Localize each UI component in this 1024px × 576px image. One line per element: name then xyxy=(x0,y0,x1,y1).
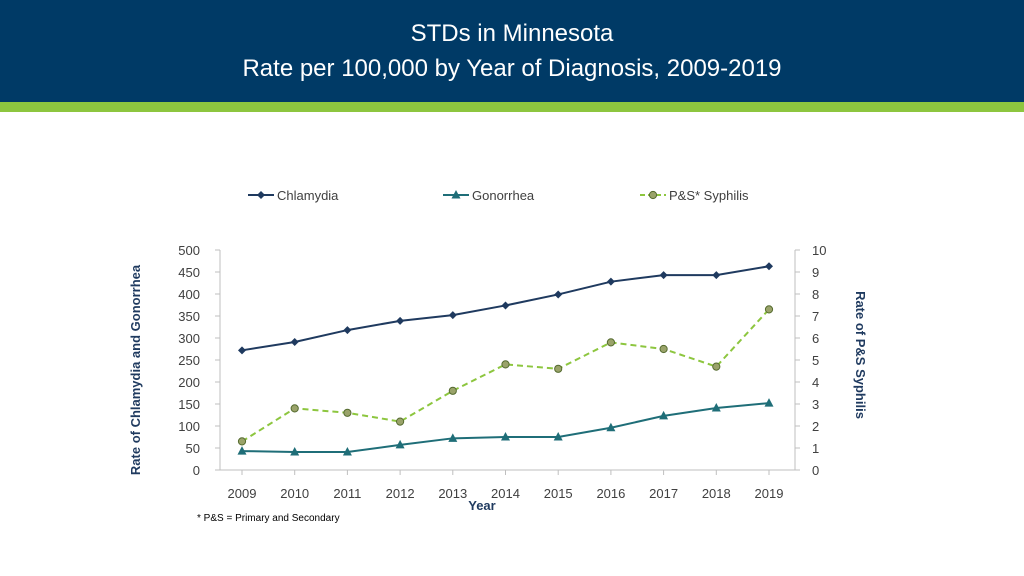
y-left-tick-label: 200 xyxy=(178,375,200,390)
y-right-tick-label: 8 xyxy=(812,287,819,302)
x-tick-label: 2015 xyxy=(544,486,573,501)
x-tick-label: 2012 xyxy=(386,486,415,501)
data-point-gonorrhea xyxy=(659,410,669,420)
y-right-tick-label: 9 xyxy=(812,265,819,280)
legend-label-gonorrhea: Gonorrhea xyxy=(472,188,535,203)
chart-footnote: * P&S = Primary and Secondary xyxy=(197,513,340,524)
data-point-p-s-syphilis xyxy=(290,404,299,413)
y-left-tick-label: 400 xyxy=(178,287,200,302)
data-point-gonorrhea xyxy=(711,402,721,412)
y-left-tick-label: 50 xyxy=(186,441,200,456)
x-tick-label: 2013 xyxy=(438,486,467,501)
y-left-tick-label: 0 xyxy=(193,463,200,478)
series-line-p-s-syphilis xyxy=(241,308,770,443)
y-axis-left-title: Rate of Chlamydia and Gonorrhea xyxy=(128,264,143,475)
y-right-tick-label: 0 xyxy=(812,463,819,478)
x-tick-label: 2019 xyxy=(755,486,784,501)
data-point-p-s-syphilis xyxy=(448,386,457,395)
x-tick-label: 2017 xyxy=(649,486,678,501)
y-left-tick-label: 250 xyxy=(178,353,200,368)
legend-label-p-s-syphilis: P&S* Syphilis xyxy=(669,188,749,203)
data-point-p-s-syphilis xyxy=(606,338,616,347)
y-right-tick-label: 6 xyxy=(812,331,819,346)
legend-marker-chlamydia xyxy=(257,191,265,199)
y-right-tick-label: 4 xyxy=(812,375,819,390)
data-point-gonorrhea xyxy=(553,432,563,441)
data-point-p-s-syphilis xyxy=(396,417,405,426)
series-line-gonorrhea xyxy=(241,402,770,453)
data-point-gonorrhea xyxy=(501,432,510,441)
y-right-tick-label: 5 xyxy=(812,353,819,368)
y-left-tick-label: 150 xyxy=(178,397,200,412)
y-right-tick-label: 7 xyxy=(812,309,819,324)
x-tick-label: 2018 xyxy=(702,486,731,501)
data-point-p-s-syphilis xyxy=(554,364,563,373)
data-point-chlamydia xyxy=(659,271,668,280)
y-right-tick-label: 3 xyxy=(812,397,819,412)
data-point-p-s-syphilis xyxy=(712,362,721,371)
legend-marker-gonorrhea xyxy=(451,190,461,199)
data-point-chlamydia xyxy=(290,337,299,346)
y-right-tick-label: 1 xyxy=(812,441,819,456)
x-axis-title: Year xyxy=(468,498,495,513)
data-point-chlamydia xyxy=(238,346,246,355)
x-tick-label: 2010 xyxy=(280,486,309,501)
data-point-chlamydia xyxy=(448,311,457,320)
x-tick-label: 2016 xyxy=(596,486,625,501)
y-axis-right-title: Rate of P&S Syphilis xyxy=(853,291,868,419)
data-point-chlamydia xyxy=(606,277,615,286)
data-point-chlamydia xyxy=(501,301,510,310)
y-left-tick-label: 450 xyxy=(178,265,200,280)
header-banner xyxy=(0,0,1024,102)
y-right-tick-label: 10 xyxy=(812,243,826,258)
x-tick-label: 2014 xyxy=(491,486,520,501)
data-point-gonorrhea xyxy=(764,398,774,407)
data-point-gonorrhea xyxy=(342,446,352,456)
data-point-gonorrhea xyxy=(290,446,300,456)
x-tick-label: 2009 xyxy=(228,486,257,501)
data-point-p-s-syphilis xyxy=(764,305,774,314)
legend-marker-p-s-syphilis xyxy=(648,190,658,200)
data-point-gonorrhea xyxy=(237,446,247,455)
page-title: STDs in Minnesota xyxy=(410,20,614,47)
data-point-p-s-syphilis xyxy=(343,408,352,417)
data-point-chlamydia xyxy=(554,290,563,299)
y-left-tick-label: 350 xyxy=(178,309,200,324)
data-point-chlamydia xyxy=(396,316,405,325)
y-right-tick-label: 2 xyxy=(812,419,819,434)
data-point-gonorrhea xyxy=(395,439,405,449)
y-left-tick-label: 100 xyxy=(178,419,200,434)
data-point-p-s-syphilis xyxy=(237,437,247,446)
data-point-chlamydia xyxy=(712,271,721,280)
page-subtitle: Rate per 100,000 by Year of Diagnosis, 2… xyxy=(242,55,782,82)
data-point-gonorrhea xyxy=(448,433,458,442)
legend-label-chlamydia: Chlamydia xyxy=(277,188,339,203)
header-stripe xyxy=(0,102,1024,112)
data-point-p-s-syphilis xyxy=(501,360,510,369)
x-tick-label: 2011 xyxy=(333,486,361,501)
data-point-p-s-syphilis xyxy=(659,344,668,354)
y-left-tick-label: 300 xyxy=(178,331,200,346)
data-point-chlamydia xyxy=(343,326,352,335)
data-point-chlamydia xyxy=(765,262,773,271)
data-point-gonorrhea xyxy=(606,422,616,432)
y-left-tick-label: 500 xyxy=(178,243,200,258)
